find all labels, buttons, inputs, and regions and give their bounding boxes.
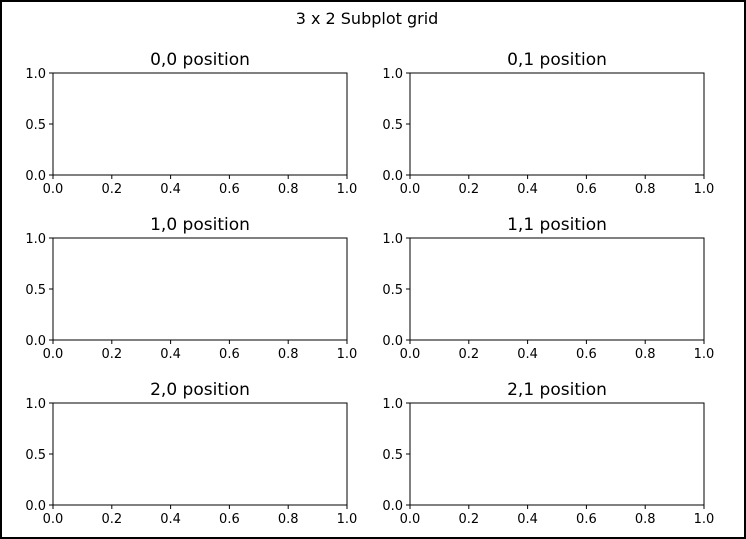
- x-tick-label: 0.2: [458, 512, 479, 527]
- x-tick-label: 0.2: [101, 512, 122, 527]
- x-tick-label: 0.0: [43, 347, 64, 362]
- x-tick-label: 0.4: [160, 512, 181, 527]
- x-tick-label: 0.2: [458, 182, 479, 197]
- y-tick-label: 0.0: [382, 499, 403, 514]
- x-tick-label: 0.0: [400, 512, 421, 527]
- axes-frame: [52, 237, 348, 341]
- x-tick-label: 1.0: [694, 512, 715, 527]
- x-tick-label: 0.2: [101, 347, 122, 362]
- x-tick-label: 0.6: [219, 182, 240, 197]
- subplot-0-0: 0,0 position 0.0 0.2 0.4 0.6 0.8 1.0 0.0 0.5 1.0: [25, 50, 357, 197]
- x-tick-label: 0.8: [635, 512, 656, 527]
- subplot-title: 1,0 position: [150, 215, 250, 235]
- axes-frame: [409, 402, 705, 506]
- x-tick-label: 0.6: [576, 347, 597, 362]
- x-tick-label: 0.8: [635, 347, 656, 362]
- x-tick-label: 1.0: [337, 512, 358, 527]
- y-tick-label: 1.0: [25, 397, 46, 412]
- subplot-0-1: 0,1 position 0.0 0.2 0.4 0.6 0.8 1.0 0.0 0.5 1.0: [382, 50, 714, 197]
- x-tick-label: 0.6: [219, 347, 240, 362]
- y-tick-label: 0.5: [382, 283, 403, 298]
- y-tick-label: 0.0: [25, 169, 46, 184]
- subplot-title: 2,0 position: [150, 380, 250, 400]
- x-tick-label: 0.4: [160, 347, 181, 362]
- y-tick-label: 0.5: [25, 283, 46, 298]
- y-tick-label: 1.0: [382, 232, 403, 247]
- x-tick-label: 0.0: [400, 347, 421, 362]
- x-tick-label: 1.0: [694, 347, 715, 362]
- subplot-2-1: 2,1 position 0.0 0.2 0.4 0.6 0.8 1.0 0.0 0.5 1.0: [382, 380, 714, 527]
- x-tick-label: 0.8: [278, 182, 299, 197]
- y-tick-label: 0.0: [25, 499, 46, 514]
- x-tick-label: 0.2: [101, 182, 122, 197]
- subplot-title: 0,0 position: [150, 50, 250, 70]
- y-tick-label: 1.0: [25, 232, 46, 247]
- axes-frame: [52, 402, 348, 506]
- subplot-title: 2,1 position: [507, 380, 607, 400]
- x-tick-label: 0.8: [278, 347, 299, 362]
- x-tick-label: 0.4: [517, 512, 538, 527]
- x-tick-label: 0.4: [517, 182, 538, 197]
- y-tick-label: 1.0: [382, 397, 403, 412]
- axes-frame: [52, 72, 348, 176]
- x-tick-label: 1.0: [694, 182, 715, 197]
- y-tick-label: 0.0: [25, 334, 46, 349]
- x-tick-label: 0.0: [43, 182, 64, 197]
- y-tick-label: 0.5: [382, 448, 403, 463]
- y-tick-label: 0.5: [25, 448, 46, 463]
- x-tick-label: 0.4: [160, 182, 181, 197]
- x-tick-label: 1.0: [337, 347, 358, 362]
- x-tick-label: 0.0: [43, 512, 64, 527]
- subplot-title: 0,1 position: [507, 50, 607, 70]
- y-tick-label: 1.0: [25, 67, 46, 82]
- x-tick-label: 0.6: [576, 182, 597, 197]
- figure-title: 3 x 2 Subplot grid: [296, 9, 439, 28]
- subplot-2-0: 2,0 position 0.0 0.2 0.4 0.6 0.8 1.0 0.0 0.5 1.0: [25, 380, 357, 527]
- subplot-1-0: 1,0 position 0.0 0.2 0.4 0.6 0.8 1.0 0.0 0.5 1.0: [25, 215, 357, 362]
- y-tick-label: 0.0: [382, 169, 403, 184]
- y-tick-label: 0.0: [382, 334, 403, 349]
- axes-frame: [409, 237, 705, 341]
- y-tick-label: 0.5: [25, 118, 46, 133]
- x-tick-label: 0.8: [635, 182, 656, 197]
- x-tick-label: 0.6: [576, 512, 597, 527]
- y-tick-label: 1.0: [382, 67, 403, 82]
- x-tick-label: 1.0: [337, 182, 358, 197]
- y-tick-label: 0.5: [382, 118, 403, 133]
- x-tick-label: 0.0: [400, 182, 421, 197]
- subplot-title: 1,1 position: [507, 215, 607, 235]
- x-tick-label: 0.8: [278, 512, 299, 527]
- x-tick-label: 0.6: [219, 512, 240, 527]
- x-tick-label: 0.2: [458, 347, 479, 362]
- axes-frame: [409, 72, 705, 176]
- x-tick-label: 0.4: [517, 347, 538, 362]
- subplot-1-1: 1,1 position 0.0 0.2 0.4 0.6 0.8 1.0 0.0 0.5 1.0: [382, 215, 714, 362]
